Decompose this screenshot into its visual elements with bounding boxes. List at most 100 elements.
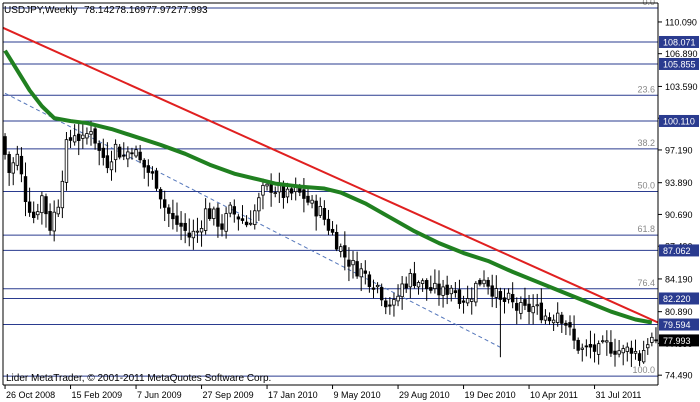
x-tick-label: 29 Aug 2010 [399,390,450,400]
candle-body [551,319,556,324]
candle-body [48,211,52,231]
candle-body [81,134,85,139]
candle-body [384,300,388,308]
candle-body [584,345,589,348]
candle-body [163,199,167,208]
candle-body [203,208,208,231]
candle-body [265,183,269,187]
candle-body [445,284,449,295]
candle-body [629,347,634,354]
fib-level-label: 38.2 [637,138,655,148]
candle-body [576,339,580,351]
candle-body [244,221,249,226]
x-tick-label: 7 Jun 2009 [137,390,182,400]
candle-body [457,289,462,304]
price-tag-bg [659,114,699,127]
candle-body [519,302,523,314]
x-tick-label: 19 Dec 2010 [465,390,516,400]
candle-body [343,245,347,258]
candle-body [36,211,40,216]
candle-body [633,350,638,354]
candle-body [11,162,15,174]
candle-body [363,270,367,274]
candle-body [588,343,593,348]
candle-body [400,283,404,298]
candle-body [175,215,179,225]
candle-body [101,147,105,158]
candle-body [437,283,441,296]
candle-body [248,222,253,225]
y-tick-label: 90.690 [665,210,693,220]
candle-body [89,131,93,135]
candle-body [3,136,7,155]
candlestick-bars [3,120,658,367]
candle-body [179,222,183,227]
candle-body [392,299,396,306]
candle-body [564,322,568,326]
candle-body [44,196,48,215]
candle-body [613,350,617,355]
candle-body [367,274,372,287]
channel-line-group [4,92,501,348]
candle-body [527,303,531,312]
y-tick-label: 74.490 [665,371,693,381]
candle-body [625,346,629,352]
candle-body [420,280,425,284]
candle-body [396,295,400,302]
candle-body [433,282,437,290]
candle-body [535,304,539,307]
trendline-group [2,26,659,324]
y-tick-label: 103.590 [665,82,698,92]
candle-body [654,339,658,342]
x-tick-label: 15 Feb 2009 [72,390,123,400]
candle-body [609,342,613,354]
ohlc-high: 78.169 [115,5,146,16]
candle-body [371,287,376,290]
candle-body [547,317,552,322]
x-tick-label: 10 Apr 2011 [530,390,578,400]
candle-body [482,279,486,285]
candle-body [68,137,73,141]
candle-body [60,180,65,209]
candle-body [486,279,490,287]
candle-body [64,139,69,183]
candle-body [441,286,445,296]
candle-body [240,218,245,221]
channel-line [4,92,501,348]
candle-body [641,350,646,363]
candle-body [220,223,224,230]
candle-body [510,294,515,303]
candle-body [40,195,44,214]
candle-body [150,171,155,174]
candle-body [171,213,175,220]
ohlc-open: 78.142 [84,5,115,16]
candle-body [167,207,171,214]
candle-body [310,199,314,204]
candle-body [650,336,654,343]
candle-body [199,228,204,233]
candle-body [494,288,498,298]
candle-body [187,232,191,238]
candle-body [27,201,32,213]
candle-body [289,188,294,194]
price-tag-bg [659,318,699,331]
candle-body [461,300,466,303]
price-tag-bg [659,244,699,257]
candle-body [130,152,134,155]
y-tick-label: 80.890 [665,307,693,317]
candle-body [318,205,322,216]
candle-body [470,298,474,302]
candle-body [412,273,417,287]
candle-body [126,151,130,160]
candle-body [375,284,380,288]
candle-body [195,230,200,233]
candle-body [355,261,359,277]
price-tags: 108.071 105.855 100.110 87.062 82.220 79.594 7… [659,35,699,347]
candle-body [314,200,318,217]
candle-body [154,170,159,189]
fib-level-label: 50.0 [637,181,655,191]
price-tag-bg [659,292,699,305]
candle-body [621,348,625,354]
candle-body [117,146,122,158]
candle-body [580,347,584,350]
